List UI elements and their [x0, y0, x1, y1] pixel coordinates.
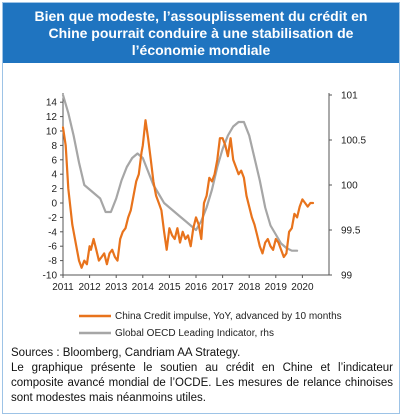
x-tick-label: 2015	[158, 282, 181, 293]
right-axis: 101 100.5 100 99.5 99	[328, 91, 366, 282]
left-tick-label: 0	[51, 199, 57, 210]
x-tick-label: 2011	[52, 282, 74, 293]
right-tick-label: 100.5	[341, 136, 366, 147]
series-line-oecd-leading-indicator	[61, 93, 299, 252]
x-tick-label: 2019	[265, 282, 288, 293]
right-tick-label: 99	[341, 271, 353, 282]
x-tick-label: 2014	[132, 282, 155, 293]
x-tick-label: 2018	[238, 282, 261, 293]
x-tick-label: 2020	[291, 282, 314, 293]
x-tick-label: 2016	[185, 282, 208, 293]
right-tick-label: 99.5	[341, 226, 361, 237]
left-tick-label: 6	[51, 155, 57, 166]
x-tick-label: 2017	[211, 282, 234, 293]
x-axis: 2011 2012 2013 2014 2015 2016 2017 2018 2019 2020	[52, 274, 329, 293]
left-tick-label: 12	[46, 112, 58, 123]
left-tick-label: 10	[46, 127, 58, 138]
series-layer	[61, 93, 315, 269]
left-axis: 14 12 10 8 6 4 2 0 -2 -4 -6 -8 -10	[43, 93, 64, 282]
left-tick-label: -10	[43, 271, 58, 282]
line-chart: 14 12 10 8 6 4 2 0 -2 -4 -6 -8 -10 101 100.5 100 99.5 99…	[43, 91, 367, 340]
footer: Sources : Bloomberg, Candriam AA Strateg…	[11, 346, 393, 406]
series-line-china-credit-impulse	[61, 119, 315, 269]
legend: China Credit impulse, YoY, advanced by 1…	[79, 311, 342, 339]
left-tick-label: -4	[48, 227, 57, 238]
left-tick-label: 8	[51, 141, 57, 152]
left-tick-label: 2	[51, 184, 57, 195]
chart-title-bar: Bien que modeste, l’assouplissement du c…	[3, 3, 399, 63]
left-tick-label: 14	[46, 98, 58, 109]
chart-title: Bien que modeste, l’assouplissement du c…	[34, 7, 368, 58]
sources-text: Sources : Bloomberg, Candriam AA Strateg…	[11, 347, 241, 359]
legend-label-oecd: Global OECD Leading Indicator, rhs	[115, 328, 274, 339]
description-text: Le graphique présente le soutien au créd…	[11, 362, 393, 404]
left-tick-label: 4	[51, 170, 57, 181]
legend-label-china: China Credit impulse, YoY, advanced by 1…	[115, 311, 342, 322]
right-tick-label: 101	[341, 91, 358, 102]
left-tick-label: -2	[48, 213, 57, 224]
left-tick-label: -6	[48, 242, 57, 253]
left-tick-label: -8	[48, 256, 57, 267]
chart-card: Bien que modeste, l’assouplissement du c…	[2, 2, 400, 414]
x-tick-label: 2012	[78, 282, 101, 293]
x-tick-label: 2013	[105, 282, 128, 293]
right-tick-label: 100	[341, 181, 358, 192]
